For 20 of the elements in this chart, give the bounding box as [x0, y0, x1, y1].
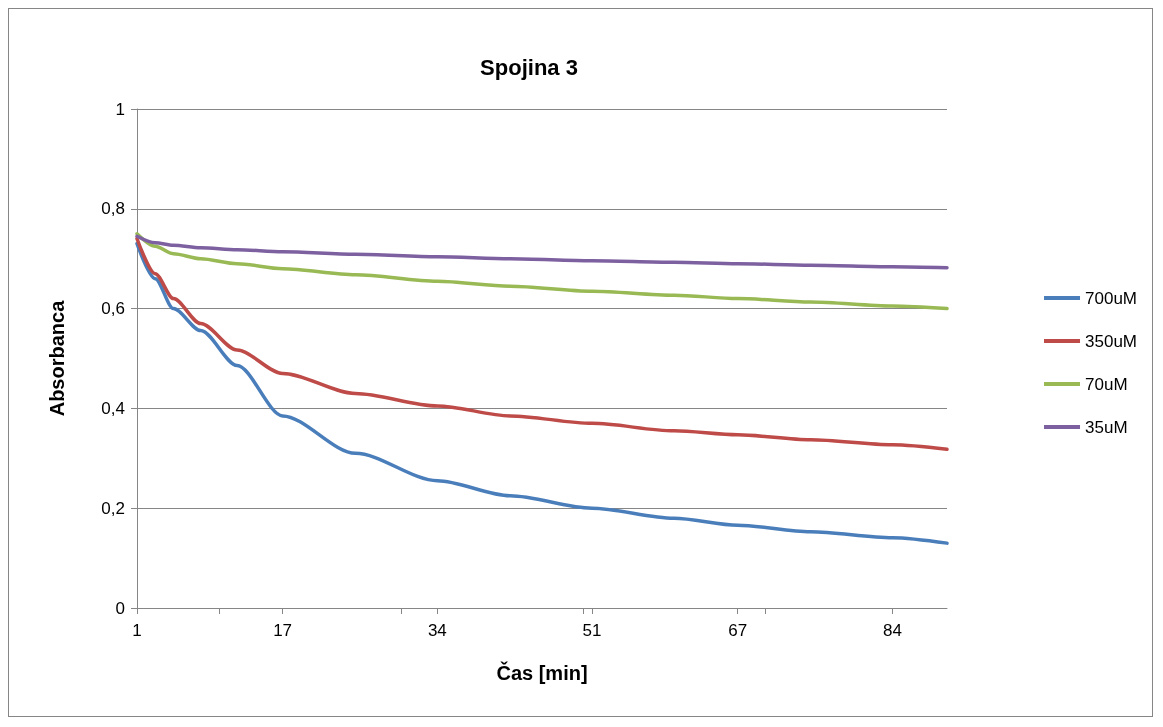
- y-tick-label: 0: [115, 598, 125, 618]
- x-tick-label: 67: [728, 621, 748, 640]
- x-tick-label: 51: [582, 621, 602, 640]
- y-tick-label: 0,8: [101, 199, 125, 219]
- y-tick-label: 0,2: [101, 498, 125, 518]
- y-axis-title: Absorbanca: [46, 299, 68, 417]
- x-tick-label: 1: [132, 621, 142, 640]
- chart-title: Spojina 3: [480, 54, 578, 80]
- legend-label: 700uM: [1085, 288, 1137, 308]
- legend-label: 350uM: [1085, 331, 1137, 351]
- line-series: [135, 234, 949, 270]
- legend-label: 70uM: [1085, 374, 1128, 394]
- x-tick-label: 17: [273, 621, 293, 640]
- x-tick-label: 84: [882, 621, 902, 640]
- x-axis-title: Čas [min]: [496, 661, 588, 684]
- y-tick-label: 1: [115, 99, 125, 119]
- y-tick-label: 0,4: [101, 398, 125, 418]
- legend-label: 35uM: [1085, 417, 1128, 437]
- x-tick-label: 34: [427, 621, 447, 640]
- y-tick-label: 0,6: [101, 299, 125, 319]
